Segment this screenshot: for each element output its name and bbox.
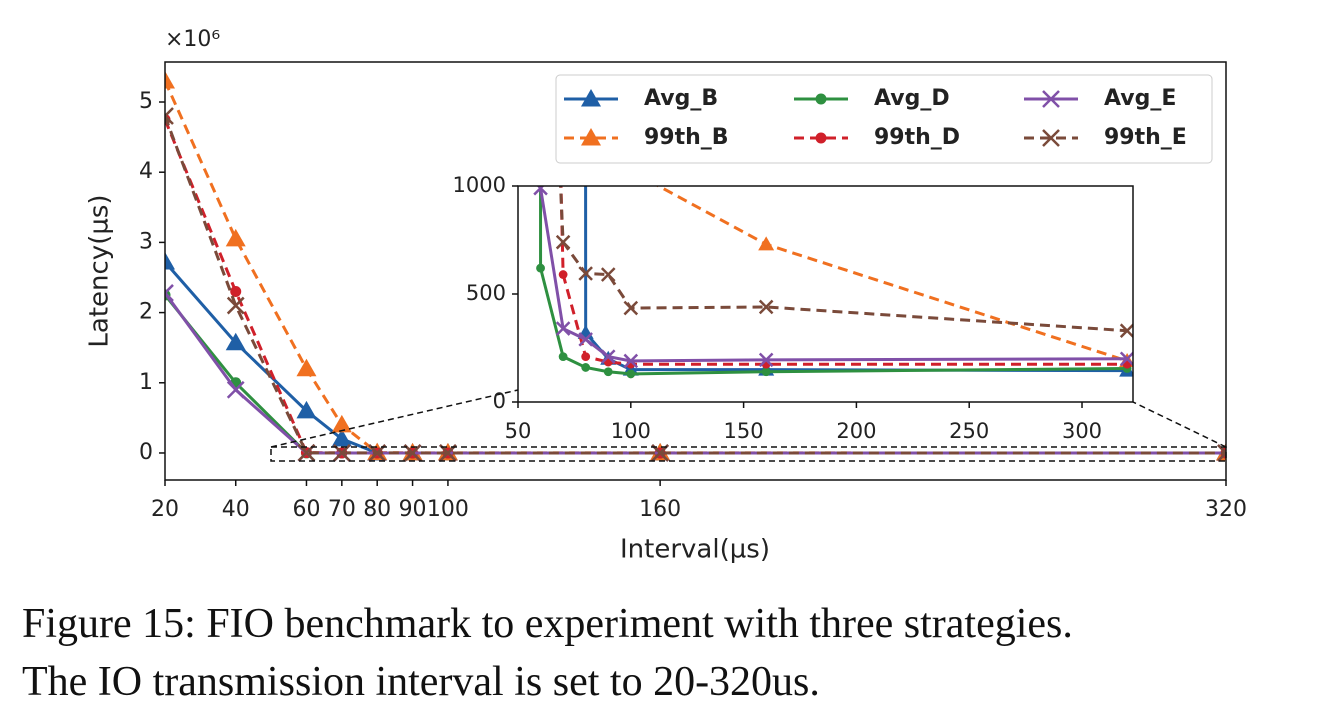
marker — [403, 444, 422, 462]
marker — [555, 234, 571, 250]
x-tick-label: 90 — [399, 497, 427, 522]
zoom-connector — [270, 389, 519, 448]
y-axis-label: Latency(µs) — [85, 194, 115, 347]
y-tick-label: 0 — [139, 440, 153, 465]
legend: Avg_B 99th_B Avg_D 99th_D Avg_E 99th_E — [555, 74, 1213, 164]
zoom-region — [270, 446, 1227, 462]
legend-label: 99th_E — [1104, 125, 1187, 150]
marker — [226, 296, 245, 315]
axes-frame — [517, 185, 1134, 403]
marker — [603, 367, 613, 377]
marker — [815, 93, 827, 105]
marker — [1217, 444, 1226, 462]
marker — [623, 353, 639, 369]
marker — [758, 236, 775, 251]
marker — [1119, 351, 1133, 367]
y-tick-label: 3 — [139, 229, 153, 254]
marker — [581, 363, 591, 372]
x-axis-label: Interval(µs) — [620, 535, 770, 565]
x-tick-label: 100 — [611, 419, 651, 443]
marker — [165, 70, 175, 89]
series-group — [442, 186, 1133, 379]
marker — [296, 400, 317, 419]
marker — [581, 89, 601, 107]
x-tick-label: 100 — [427, 497, 469, 522]
inset-plot: 0 500 1000 50 100 150 200 250 300 — [442, 173, 1134, 443]
marker — [758, 299, 774, 315]
marker — [558, 270, 568, 279]
marker — [626, 369, 636, 379]
marker — [1119, 323, 1133, 339]
marker — [815, 132, 827, 144]
y-tick-label: 1 — [139, 370, 153, 395]
marker — [536, 263, 545, 273]
marker — [165, 107, 174, 125]
marker — [331, 414, 352, 433]
marker — [165, 252, 175, 270]
x-tick-label: 70 — [328, 497, 356, 522]
legend-label: 99th_B — [644, 125, 729, 150]
marker — [758, 352, 774, 368]
y-tick-label: 2 — [139, 300, 153, 325]
marker — [331, 428, 352, 447]
marker — [225, 332, 246, 351]
marker — [225, 228, 246, 247]
marker — [600, 349, 616, 364]
y-tick-label: 1000 — [453, 173, 506, 197]
marker — [558, 352, 568, 362]
marker — [623, 300, 639, 316]
marker — [296, 358, 317, 377]
legend-label: 99th_D — [874, 125, 960, 150]
x-tick-label: 200 — [836, 419, 876, 443]
marker — [600, 267, 616, 282]
marker — [533, 186, 548, 196]
y-multiplier: ×10⁶ — [165, 27, 220, 52]
x-tick-label: 60 — [292, 497, 320, 522]
x-tick-label: 50 — [505, 419, 532, 443]
x-tick-label: 80 — [363, 497, 391, 522]
marker — [581, 128, 601, 146]
legend-label: Avg_E — [1104, 86, 1176, 111]
zoom-connector — [1132, 401, 1227, 448]
marker — [555, 321, 571, 336]
x-tick-label: 320 — [1205, 497, 1247, 522]
x-tick-label: 150 — [724, 419, 764, 443]
series-group — [165, 70, 1226, 462]
marker — [581, 352, 591, 362]
caption-line: The IO transmission interval is set to 2… — [22, 659, 820, 705]
axes-frame — [164, 61, 1227, 481]
legend-label: Avg_B — [644, 86, 718, 111]
marker — [165, 284, 174, 302]
marker — [226, 380, 245, 399]
y-tick-label: 4 — [139, 159, 153, 184]
marker — [230, 286, 242, 298]
marker — [1042, 90, 1060, 108]
y-tick-label: 500 — [466, 281, 506, 305]
x-tick-label: 20 — [151, 497, 179, 522]
x-tick-label: 300 — [1062, 419, 1102, 443]
x-tick-label: 160 — [639, 497, 681, 522]
x-tick-label: 250 — [949, 419, 989, 443]
marker — [761, 367, 771, 377]
marker — [1042, 129, 1060, 147]
marker — [578, 332, 593, 347]
y-tick-label: 5 — [139, 89, 153, 114]
legend-label: Avg_D — [874, 86, 950, 111]
caption-line: Figure 15: FIO benchmark to experiment w… — [22, 601, 1073, 647]
marker — [578, 266, 593, 281]
x-tick-label: 40 — [222, 497, 250, 522]
y-tick-label: 0 — [493, 389, 506, 413]
